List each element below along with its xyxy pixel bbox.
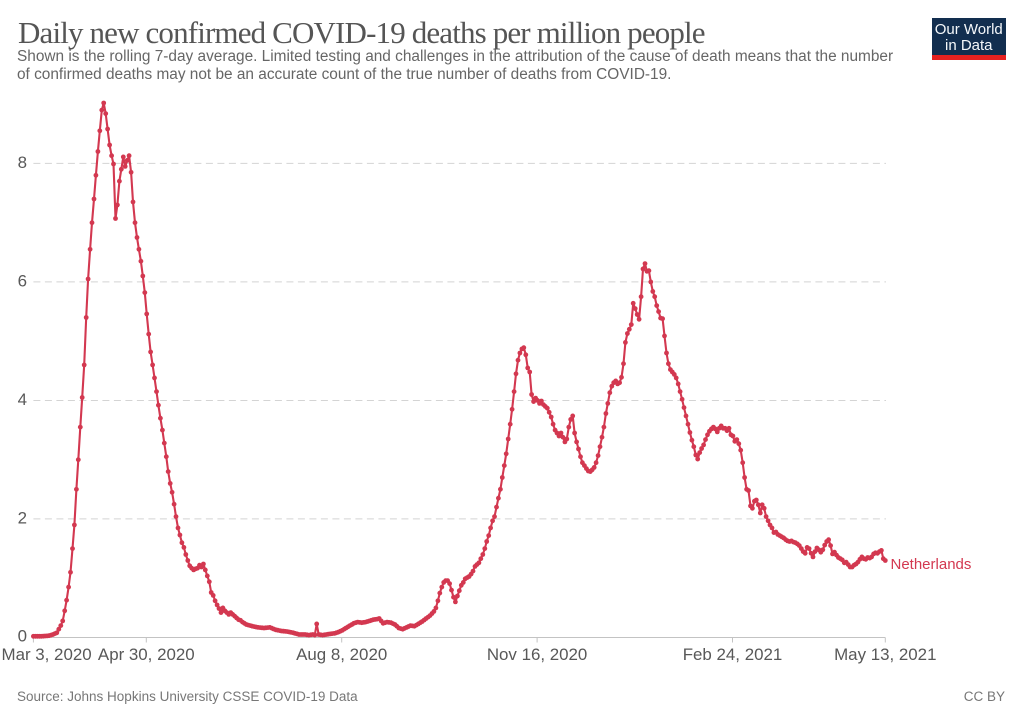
svg-text:8: 8	[18, 153, 27, 172]
svg-text:2: 2	[18, 508, 27, 527]
svg-text:Nov 16, 2020: Nov 16, 2020	[487, 645, 587, 664]
svg-text:Mar 3, 2020: Mar 3, 2020	[2, 645, 92, 664]
svg-text:May 13, 2021: May 13, 2021	[834, 645, 936, 664]
svg-text:Feb 24, 2021: Feb 24, 2021	[683, 645, 783, 664]
svg-text:0: 0	[18, 627, 27, 646]
svg-text:Apr 30, 2020: Apr 30, 2020	[98, 645, 195, 664]
svg-text:4: 4	[18, 390, 27, 409]
svg-text:Netherlands: Netherlands	[891, 556, 972, 573]
svg-text:6: 6	[18, 271, 27, 290]
svg-text:Aug 8, 2020: Aug 8, 2020	[296, 645, 387, 664]
